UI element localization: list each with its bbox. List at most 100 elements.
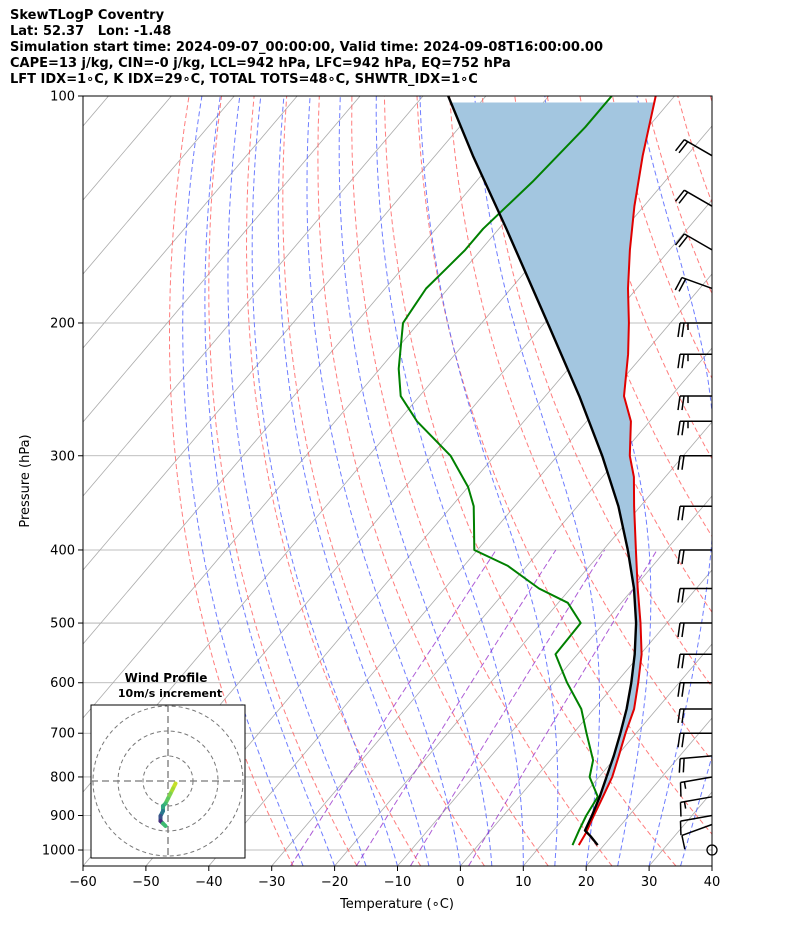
dry-adiabat-line <box>775 96 794 866</box>
barb-feather <box>681 654 685 669</box>
moist-adiabat-line <box>744 96 794 866</box>
dry-adiabat-line <box>169 96 294 866</box>
barb-feather <box>678 758 681 773</box>
y-tick-label: 1000 <box>42 844 75 859</box>
y-tick-label: 100 <box>50 90 75 105</box>
wind-barb <box>677 322 712 338</box>
barb-feather <box>681 322 685 338</box>
y-tick-label: 200 <box>50 316 75 331</box>
moist-adiabat-line <box>306 96 461 866</box>
barb-feather <box>682 758 685 773</box>
barb-feather <box>677 421 681 436</box>
barb-feather <box>681 506 685 521</box>
wind-barb <box>681 823 713 850</box>
barb-feather <box>681 708 685 724</box>
x-tick-label: −10 <box>384 875 411 890</box>
barb-feather <box>677 708 681 724</box>
dry-adiabat-line <box>743 96 794 866</box>
mixing-ratio-line <box>355 549 557 866</box>
barb-feather <box>678 141 689 154</box>
moist-adiabat-line <box>204 96 336 866</box>
barb-feather <box>681 455 685 470</box>
barb-feather <box>681 395 685 411</box>
dry-adiabat-line <box>208 96 358 866</box>
y-tick-label: 400 <box>50 543 75 558</box>
y-tick-label: 500 <box>50 617 75 632</box>
isotherm-line <box>83 96 361 423</box>
barb-feather <box>678 235 689 248</box>
y-tick-label: 800 <box>50 770 75 785</box>
wind-barb <box>677 653 712 669</box>
mixing-ratio-line <box>409 549 606 866</box>
cape-area <box>450 102 655 831</box>
isotherm-line <box>83 96 487 571</box>
barb-feather <box>677 354 681 369</box>
wind-barb <box>677 505 712 521</box>
wind-barb <box>677 732 712 748</box>
moist-adiabat-line <box>277 96 430 866</box>
barb-feather <box>674 139 685 152</box>
barb-feather <box>677 549 681 565</box>
dewpoint-series <box>397 96 613 846</box>
barb-feather <box>677 455 681 470</box>
barb-staff <box>681 276 713 290</box>
barb-feather <box>677 733 681 748</box>
x-tick-label: −30 <box>258 875 285 890</box>
barb-feather <box>674 233 685 246</box>
isotherm-line <box>585 717 712 866</box>
barb-staff <box>683 233 713 251</box>
barb-feather <box>677 588 681 603</box>
barb-feather <box>681 622 685 638</box>
wind-barb <box>674 139 713 157</box>
location-line: Lat: 52.37 Lon: -1.48 <box>10 24 172 39</box>
isotherm-line <box>397 495 712 866</box>
wind-barb <box>679 814 713 836</box>
x-tick-label: 40 <box>704 875 721 890</box>
isotherm-line <box>83 96 424 497</box>
barb-staff <box>680 776 713 784</box>
barb-staff <box>680 755 713 760</box>
wind-barb <box>677 549 712 565</box>
moist-adiabat-line <box>680 754 712 866</box>
wind-barb <box>674 233 713 251</box>
indices-line-1: CAPE=13 j/kg, CIN=-0 j/kg, LCL=942 hPa, … <box>10 56 511 71</box>
barb-feather <box>681 549 685 565</box>
barb-feather <box>677 506 681 521</box>
barb-half-feather <box>683 801 687 809</box>
dry-adiabat-line <box>709 96 712 104</box>
y-tick-label: 900 <box>50 809 75 824</box>
isotherm-line <box>648 791 712 866</box>
barb-feather <box>678 191 689 204</box>
dry-adiabat-line <box>481 96 712 688</box>
barb-feather <box>678 278 687 292</box>
barb-feather <box>677 682 681 697</box>
hodograph-rings <box>91 705 245 858</box>
isotherm-line <box>460 569 712 866</box>
moist-adiabat-line <box>227 96 367 866</box>
wind-barb <box>677 622 712 638</box>
dry-adiabat-line <box>677 96 712 205</box>
isotherm-line <box>711 865 712 866</box>
barb-staff <box>681 823 713 837</box>
time-line: Simulation start time: 2024-09-07_00:00:… <box>10 40 603 55</box>
x-tick-label: 30 <box>641 875 658 890</box>
parcel-series <box>447 96 638 846</box>
x-tick-label: −50 <box>132 875 159 890</box>
wind-barb <box>677 420 712 436</box>
barb-staff <box>683 139 713 157</box>
hodograph-title: Wind Profile <box>125 671 208 685</box>
barb-feather <box>681 835 686 850</box>
isotherm-line <box>83 96 613 719</box>
barb-feather <box>681 421 685 436</box>
moist-adiabat-line <box>251 96 398 866</box>
dry-adiabat-line <box>416 96 712 835</box>
moist-adiabat-line <box>474 96 600 866</box>
wind-barb <box>679 796 713 817</box>
moist-adiabat-line <box>636 96 712 866</box>
chart-title: SkewTLogP Coventry <box>10 8 165 23</box>
wind-barb <box>677 353 712 369</box>
wind-barb <box>677 455 712 470</box>
dry-adiabat-line <box>351 96 613 866</box>
dry-adiabat-line <box>245 96 422 866</box>
